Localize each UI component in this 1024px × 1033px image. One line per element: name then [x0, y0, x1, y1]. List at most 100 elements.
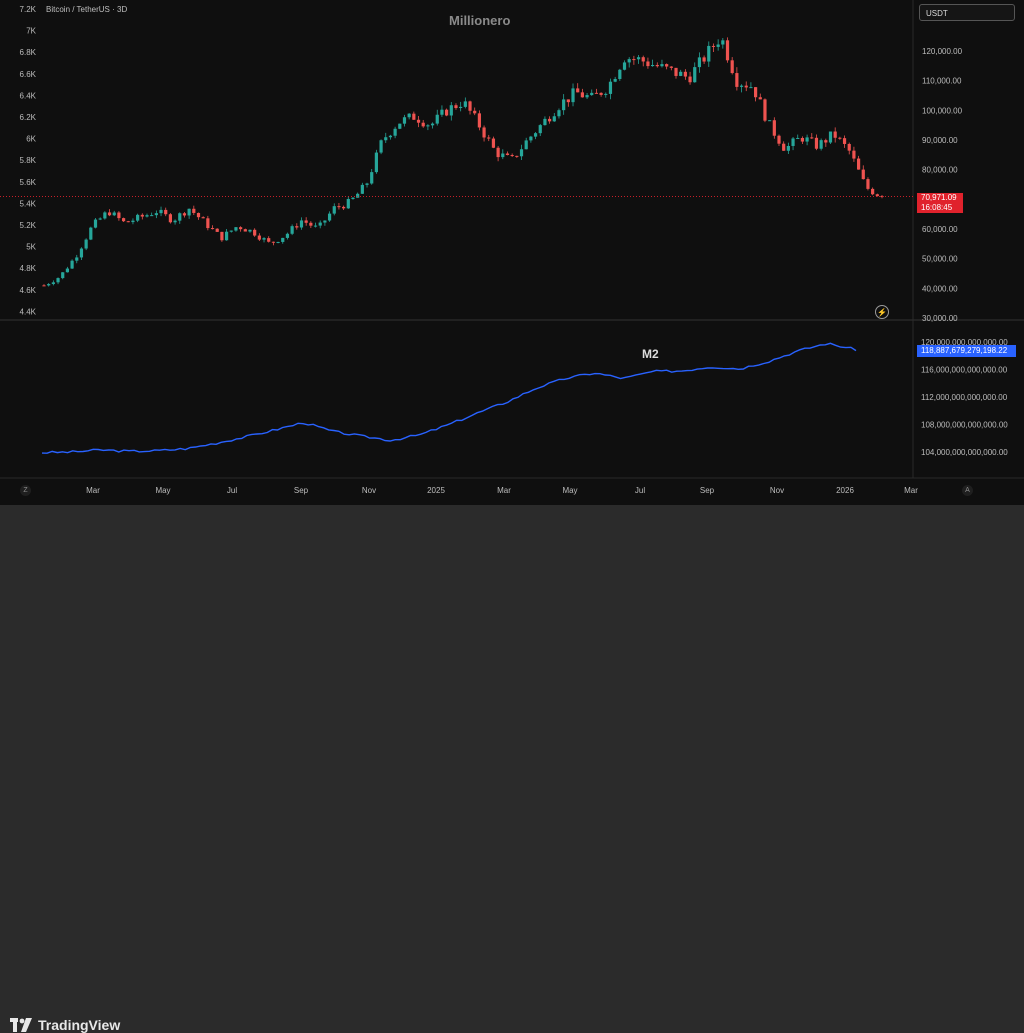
- candle-body: [557, 110, 561, 117]
- candle-body: [304, 220, 308, 223]
- candle-body: [65, 268, 70, 273]
- candle-body: [318, 222, 322, 226]
- candle-body: [866, 179, 870, 189]
- m2-last-value-badge: 118,887,679,279,198.22: [917, 345, 1016, 357]
- candle-body: [515, 155, 519, 157]
- candle-body: [61, 272, 65, 279]
- candle-body: [716, 44, 720, 47]
- time-axis-tick: Sep: [700, 486, 715, 495]
- candle-body: [800, 137, 805, 142]
- candle-body: [739, 85, 744, 87]
- time-axis-tick: Jul: [227, 486, 237, 495]
- candle-body: [309, 222, 313, 226]
- candle-body: [693, 67, 697, 83]
- candle-body: [856, 158, 861, 170]
- candle-countdown: 16:08:45: [921, 203, 953, 212]
- candle-body: [121, 218, 126, 222]
- left-axis-tick: 4.8K: [20, 264, 37, 273]
- candle-body: [370, 172, 374, 184]
- candle-body: [819, 140, 823, 149]
- candle-body: [604, 93, 608, 95]
- scroll-start-icon[interactable]: Z: [20, 485, 31, 496]
- candle-body: [772, 120, 776, 136]
- left-axis-tick: 7K: [26, 27, 36, 36]
- candle-body: [365, 183, 369, 185]
- candle-body: [215, 228, 219, 232]
- candle-body: [51, 282, 55, 285]
- candle-body: [426, 125, 430, 127]
- auto-scale-icon[interactable]: A: [962, 485, 973, 496]
- candle-body: [107, 212, 112, 216]
- candle-body: [529, 136, 533, 141]
- bolt-icon[interactable]: ⚡: [875, 305, 889, 319]
- candle-body: [262, 238, 266, 240]
- candle-body: [346, 198, 350, 209]
- candle-body: [145, 215, 149, 217]
- candle-body: [299, 220, 304, 228]
- candle-body: [154, 213, 158, 216]
- price-axis-tick: 40,000.00: [922, 284, 958, 293]
- time-axis-tick: May: [562, 486, 577, 495]
- brand-logo[interactable]: TradingView: [10, 1017, 120, 1033]
- candle-body: [150, 215, 154, 217]
- candle-body: [510, 155, 514, 157]
- candle-body: [459, 106, 463, 109]
- price-axis-tick: 110,000.00: [922, 77, 962, 86]
- candle-body: [168, 214, 173, 223]
- m2-axis-tick: 104,000,000,000,000.00: [921, 448, 1008, 457]
- price-axis-tick: 80,000.00: [922, 166, 958, 175]
- time-axis-tick: May: [155, 486, 170, 495]
- candle-body: [660, 64, 664, 67]
- candle-body: [267, 238, 271, 242]
- candle-body: [608, 81, 613, 94]
- price-axis-tick: 100,000.00: [922, 106, 963, 115]
- candle-body: [861, 169, 865, 180]
- chart-canvas[interactable]: 120,000.00 110,000.00 100,000.00 90,000.00 8…: [0, 0, 1024, 505]
- candle-body: [782, 143, 786, 151]
- candle-body: [599, 92, 603, 95]
- candle-body: [182, 213, 187, 216]
- candle-body: [566, 99, 570, 103]
- candle-body: [730, 60, 734, 74]
- candle-body: [543, 118, 547, 126]
- candle-body: [571, 88, 575, 103]
- candle-body: [786, 145, 790, 151]
- candle-body: [257, 235, 261, 240]
- candle-body: [173, 220, 177, 223]
- m2-axis-tick: 108,000,000,000,000.00: [921, 421, 1008, 430]
- candle-body: [421, 122, 425, 127]
- price-axis-tick: 120,000.00: [922, 47, 963, 56]
- candle-body: [744, 85, 748, 88]
- candle-body: [224, 231, 229, 241]
- left-axis-tick: 6.6K: [20, 70, 37, 79]
- candle-body: [721, 40, 725, 45]
- candle-body: [646, 61, 650, 67]
- footer-bar: TradingView: [0, 505, 1024, 1033]
- candle-body: [477, 113, 481, 128]
- candle-body: [636, 57, 641, 60]
- candle-body: [468, 101, 472, 111]
- price-axis-tick: 50,000.00: [922, 255, 958, 264]
- candle-body: [445, 109, 449, 116]
- candle-body: [253, 229, 257, 236]
- candle-body: [93, 219, 98, 228]
- candle-body: [388, 135, 393, 138]
- currency-selector[interactable]: USDT: [919, 4, 1015, 21]
- candle-body: [505, 153, 510, 156]
- time-axis-tick: 2026: [836, 486, 854, 495]
- candle-body: [449, 105, 453, 116]
- candle-body: [735, 73, 739, 87]
- candle-body: [482, 127, 486, 138]
- candle-body: [665, 64, 669, 67]
- m2-series-line: [41, 342, 857, 454]
- candle-body: [187, 208, 191, 216]
- candle-body: [847, 143, 851, 151]
- candle-body: [327, 213, 332, 221]
- candle-body: [651, 64, 655, 67]
- time-axis-tick: Nov: [770, 486, 784, 495]
- candle-body: [833, 131, 837, 138]
- candle-body: [360, 184, 364, 194]
- candle-body: [47, 284, 51, 286]
- candle-body: [332, 206, 336, 214]
- candle-body: [126, 221, 130, 223]
